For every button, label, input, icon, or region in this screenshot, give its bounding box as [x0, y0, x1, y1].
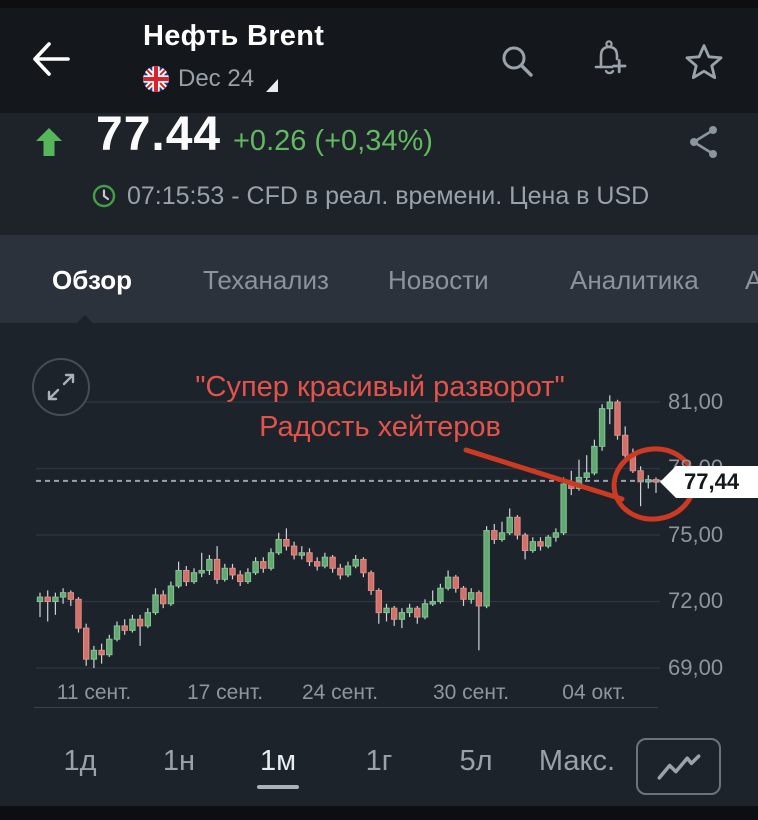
favorite-button[interactable] [684, 42, 724, 82]
search-icon [502, 46, 533, 77]
star-icon [685, 44, 723, 80]
clock-icon [92, 184, 116, 208]
hand-drawn-annotation: "Супер красивый разворот" Радость хейтер… [168, 367, 592, 447]
chart-section: "Супер красивый разворот" Радость хейтер… [0, 323, 758, 820]
range-5y[interactable]: 5л [459, 745, 493, 777]
share-icon [690, 126, 717, 158]
status-bar-strip [0, 0, 758, 8]
share-button[interactable] [686, 123, 722, 161]
range-1y[interactable]: 1г [365, 745, 393, 777]
axis-separator-line [34, 707, 658, 708]
price-change: +0.26 (+0,34%) [233, 125, 433, 157]
x-axis-label: 11 сент. [56, 681, 132, 704]
chart-type-button[interactable] [636, 738, 721, 795]
price-up-arrow-icon [33, 126, 65, 158]
arrow-left-icon [33, 42, 70, 76]
y-axis-label: 75,00 [668, 522, 724, 547]
range-1d[interactable]: 1д [63, 745, 97, 777]
tab-technical[interactable]: Теханализ [203, 265, 329, 295]
active-range-underline [257, 785, 299, 789]
x-axis-label: 04 окт. [562, 681, 626, 704]
fullscreen-chart-button[interactable] [32, 358, 90, 416]
tab-overview[interactable]: Обзор [52, 265, 132, 295]
annotation-line2: Радость хейтеров [259, 411, 501, 443]
range-max[interactable]: Макс. [538, 745, 616, 777]
line-chart-icon [657, 753, 700, 780]
expand-icon [47, 373, 75, 401]
search-button[interactable] [498, 42, 538, 82]
tab-analytics[interactable]: Аналитика [570, 265, 699, 295]
back-button[interactable] [30, 40, 74, 78]
contract-label: Dec 24 [178, 65, 255, 92]
price-section: 77.44 +0.26 (+0,34%) 07:15:53 - CFD в ре… [0, 108, 758, 235]
x-axis-label: 30 сент. [432, 681, 510, 704]
current-price-tag: 77,44 [660, 466, 758, 498]
dropdown-triangle-icon [266, 78, 279, 92]
range-1w[interactable]: 1н [162, 745, 196, 777]
annotation-line1: "Супер красивый разворот" [195, 371, 565, 403]
bottom-strip [0, 806, 758, 820]
y-axis-label: 69,00 [668, 655, 724, 680]
tab-news[interactable]: Новости [388, 265, 489, 295]
x-axis-label: 17 сент. [186, 681, 264, 704]
uk-flag-icon [143, 66, 169, 92]
quote-info-line: 07:15:53 - CFD в реал. времени. Цена в U… [127, 182, 650, 210]
bell-plus-icon [594, 40, 627, 75]
create-alert-button[interactable] [588, 38, 628, 78]
top-bar: Нефть Brent Dec 24 [0, 0, 758, 113]
y-axis-label: 81,00 [668, 389, 724, 414]
tab-partial[interactable]: А [745, 265, 758, 295]
range-1m-active[interactable]: 1м [259, 745, 297, 777]
active-tab-notch [77, 315, 93, 323]
last-price: 77.44 [96, 108, 222, 161]
contract-selector[interactable]: Dec 24 [143, 64, 279, 94]
candlestick-chart[interactable] [0, 318, 758, 720]
y-axis-label: 72,00 [668, 588, 724, 613]
tab-bar: Обзор Теханализ Новости Аналитика А [0, 235, 758, 323]
instrument-title: Нефть Brent [143, 20, 325, 52]
x-axis-label: 24 сент. [301, 681, 379, 704]
